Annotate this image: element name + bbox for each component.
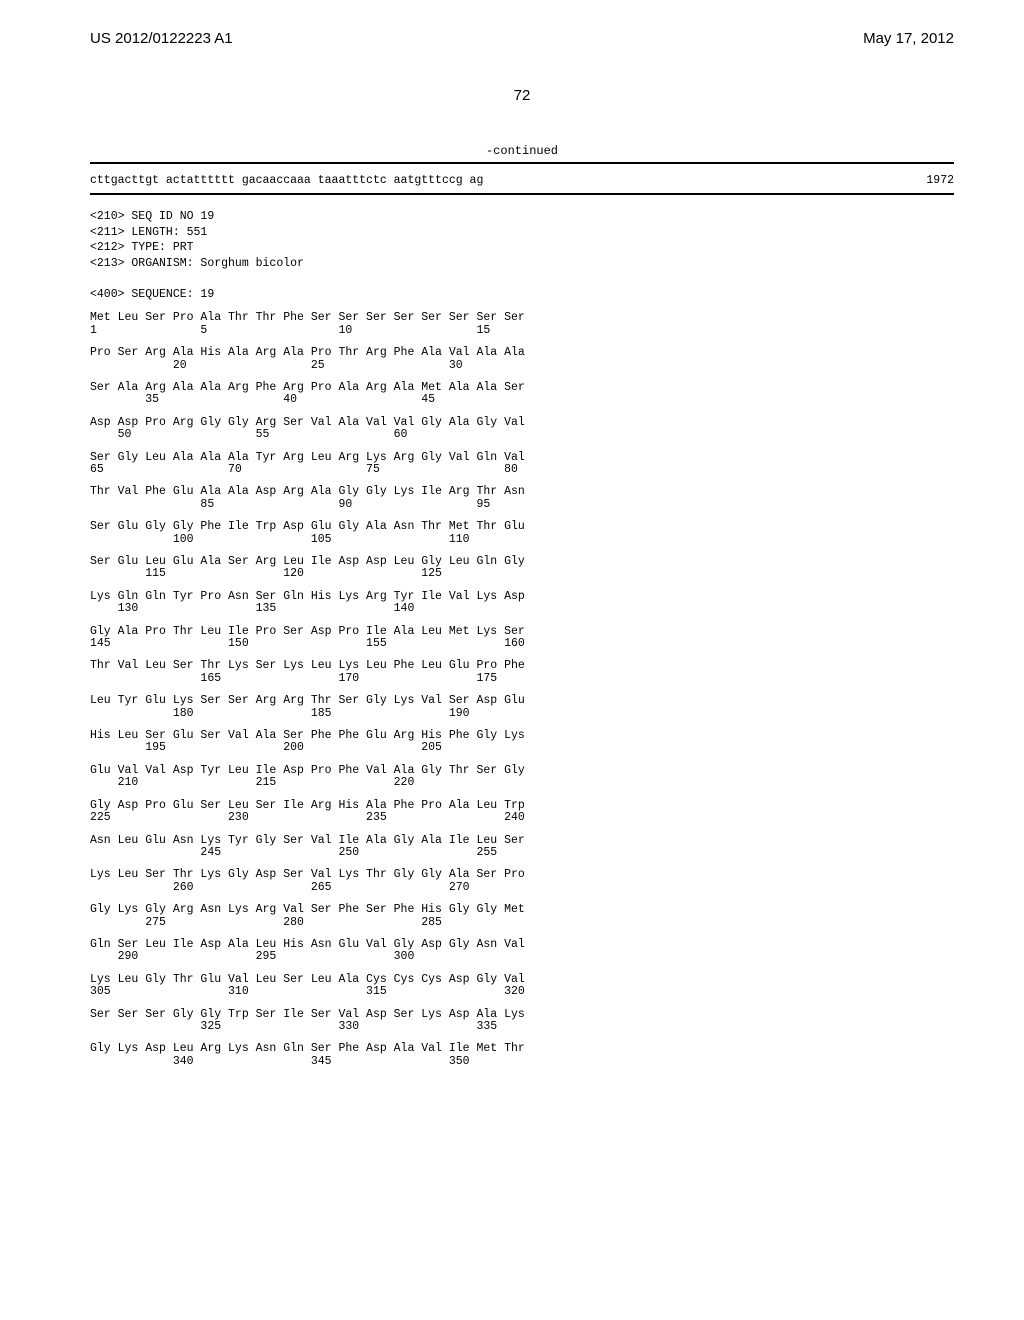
protein-numbering-line: 225 230 235 240 xyxy=(90,812,954,824)
protein-sequence-listing: Met Leu Ser Pro Ala Thr Thr Phe Ser Ser … xyxy=(90,312,954,1068)
protein-numbering-line: 180 185 190 xyxy=(90,708,954,720)
protein-row: Gln Ser Leu Ile Asp Ala Leu His Asn Glu … xyxy=(90,939,954,964)
annot-organism: <213> ORGANISM: Sorghum bicolor xyxy=(90,257,304,270)
protein-row: Pro Ser Arg Ala His Ala Arg Ala Pro Thr … xyxy=(90,347,954,372)
protein-aa-line: Gly Lys Asp Leu Arg Lys Asn Gln Ser Phe … xyxy=(90,1043,954,1055)
protein-numbering-line: 50 55 60 xyxy=(90,429,954,441)
protein-numbering-line: 260 265 270 xyxy=(90,882,954,894)
protein-row: Lys Leu Gly Thr Glu Val Leu Ser Leu Ala … xyxy=(90,974,954,999)
sequence-annotations: <210> SEQ ID NO 19 <211> LENGTH: 551 <21… xyxy=(90,209,954,302)
protein-aa-line: Thr Val Leu Ser Thr Lys Ser Lys Leu Lys … xyxy=(90,660,954,672)
protein-aa-line: Pro Ser Arg Ala His Ala Arg Ala Pro Thr … xyxy=(90,347,954,359)
nucleotide-tail-seq: cttgacttgt actatttttt gacaaccaaa taaattt… xyxy=(90,174,483,187)
protein-row: Ser Glu Gly Gly Phe Ile Trp Asp Glu Gly … xyxy=(90,521,954,546)
protein-numbering-line: 305 310 315 320 xyxy=(90,986,954,998)
protein-row: Glu Val Val Asp Tyr Leu Ile Asp Pro Phe … xyxy=(90,765,954,790)
publication-date: May 17, 2012 xyxy=(863,30,954,47)
protein-numbering-line: 165 170 175 xyxy=(90,673,954,685)
protein-row: Lys Gln Gln Tyr Pro Asn Ser Gln His Lys … xyxy=(90,591,954,616)
running-header: US 2012/0122223 A1 May 17, 2012 xyxy=(90,30,954,47)
protein-aa-line: Met Leu Ser Pro Ala Thr Thr Phe Ser Ser … xyxy=(90,312,954,324)
continued-label: -continued xyxy=(90,144,954,158)
protein-row: Ser Glu Leu Glu Ala Ser Arg Leu Ile Asp … xyxy=(90,556,954,581)
protein-numbering-line: 65 70 75 80 xyxy=(90,464,954,476)
page-number: 72 xyxy=(90,87,954,104)
protein-row: His Leu Ser Glu Ser Val Ala Ser Phe Phe … xyxy=(90,730,954,755)
protein-row: Asn Leu Glu Asn Lys Tyr Gly Ser Val Ile … xyxy=(90,835,954,860)
protein-row: Thr Val Leu Ser Thr Lys Ser Lys Leu Lys … xyxy=(90,660,954,685)
protein-row: Asp Asp Pro Arg Gly Gly Arg Ser Val Ala … xyxy=(90,417,954,442)
protein-row: Ser Gly Leu Ala Ala Ala Tyr Arg Leu Arg … xyxy=(90,452,954,477)
protein-numbering-line: 100 105 110 xyxy=(90,534,954,546)
protein-numbering-line: 340 345 350 xyxy=(90,1056,954,1068)
protein-numbering-line: 130 135 140 xyxy=(90,603,954,615)
protein-numbering-line: 210 215 220 xyxy=(90,777,954,789)
annot-sequence: <400> SEQUENCE: 19 xyxy=(90,288,214,301)
divider-rule xyxy=(90,193,954,195)
top-rule xyxy=(90,162,954,164)
protein-row: Gly Asp Pro Glu Ser Leu Ser Ile Arg His … xyxy=(90,800,954,825)
protein-aa-line: Lys Leu Ser Thr Lys Gly Asp Ser Val Lys … xyxy=(90,869,954,881)
protein-numbering-line: 245 250 255 xyxy=(90,847,954,859)
protein-numbering-line: 290 295 300 xyxy=(90,951,954,963)
protein-row: Thr Val Phe Glu Ala Ala Asp Arg Ala Gly … xyxy=(90,486,954,511)
protein-row: Gly Lys Gly Arg Asn Lys Arg Val Ser Phe … xyxy=(90,904,954,929)
protein-row: Gly Ala Pro Thr Leu Ile Pro Ser Asp Pro … xyxy=(90,626,954,651)
protein-numbering-line: 325 330 335 xyxy=(90,1021,954,1033)
protein-row: Gly Lys Asp Leu Arg Lys Asn Gln Ser Phe … xyxy=(90,1043,954,1068)
protein-numbering-line: 275 280 285 xyxy=(90,917,954,929)
protein-numbering-line: 85 90 95 xyxy=(90,499,954,511)
protein-aa-line: Gly Lys Gly Arg Asn Lys Arg Val Ser Phe … xyxy=(90,904,954,916)
protein-numbering-line: 20 25 30 xyxy=(90,360,954,372)
annot-length: <211> LENGTH: 551 xyxy=(90,226,207,239)
nucleotide-tail-line: cttgacttgt actatttttt gacaaccaaa taaattt… xyxy=(90,174,954,187)
protein-row: Ser Ser Ser Gly Gly Trp Ser Ile Ser Val … xyxy=(90,1009,954,1034)
protein-numbering-line: 115 120 125 xyxy=(90,568,954,580)
protein-numbering-line: 1 5 10 15 xyxy=(90,325,954,337)
protein-aa-line: Thr Val Phe Glu Ala Ala Asp Arg Ala Gly … xyxy=(90,486,954,498)
protein-aa-line: Leu Tyr Glu Lys Ser Ser Arg Arg Thr Ser … xyxy=(90,695,954,707)
annot-type: <212> TYPE: PRT xyxy=(90,241,194,254)
protein-row: Ser Ala Arg Ala Ala Arg Phe Arg Pro Ala … xyxy=(90,382,954,407)
annot-seqid: <210> SEQ ID NO 19 xyxy=(90,210,214,223)
nucleotide-tail-pos: 1972 xyxy=(926,174,954,187)
protein-numbering-line: 145 150 155 160 xyxy=(90,638,954,650)
protein-row: Met Leu Ser Pro Ala Thr Thr Phe Ser Ser … xyxy=(90,312,954,337)
protein-row: Leu Tyr Glu Lys Ser Ser Arg Arg Thr Ser … xyxy=(90,695,954,720)
protein-numbering-line: 195 200 205 xyxy=(90,742,954,754)
protein-numbering-line: 35 40 45 xyxy=(90,394,954,406)
publication-number: US 2012/0122223 A1 xyxy=(90,30,233,47)
protein-aa-line: Ser Glu Gly Gly Phe Ile Trp Asp Glu Gly … xyxy=(90,521,954,533)
protein-row: Lys Leu Ser Thr Lys Gly Asp Ser Val Lys … xyxy=(90,869,954,894)
